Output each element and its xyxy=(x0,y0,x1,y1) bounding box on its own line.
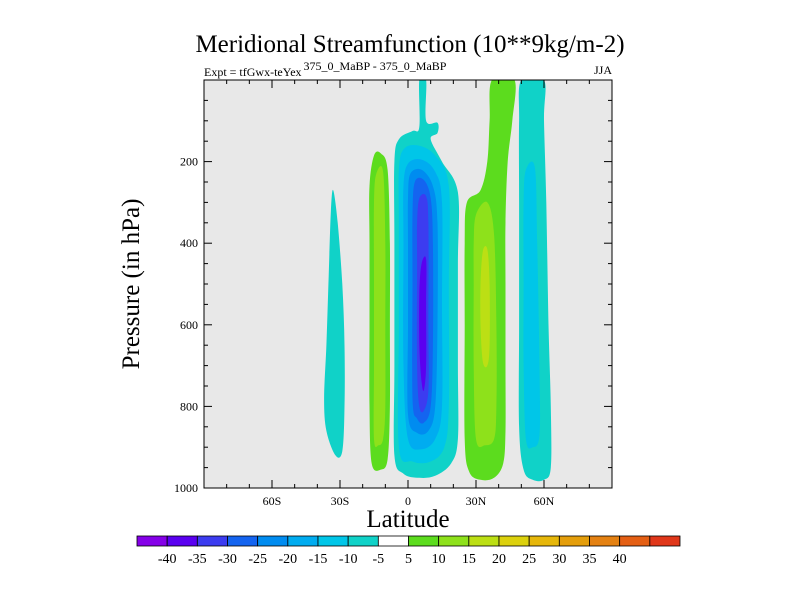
y-tick-label: 400 xyxy=(180,236,198,250)
x-axis: 60S 30S 0 30N 60N xyxy=(263,80,555,508)
colorbar-box xyxy=(468,535,500,547)
x-tick-label: 60N xyxy=(534,494,555,508)
x-tick-label: 30N xyxy=(466,494,487,508)
colorbar-box xyxy=(528,535,560,547)
y-tick-label: 1000 xyxy=(174,481,198,495)
colorbar: -40 -35 -30 -25 -20 -15 -10 -5 5 10 15 20 25 30 35 40 xyxy=(136,535,681,567)
colorbar-box xyxy=(227,535,259,547)
contour-cell-weak-negative-cell-35s xyxy=(324,189,345,458)
plot-area: 60S 30S 0 30N 60N 200 400 600 800 1000 xyxy=(174,79,613,508)
colorbar-box xyxy=(438,535,470,547)
colorbar-box xyxy=(257,535,289,547)
minor-ticks xyxy=(203,80,613,488)
colorbar-label: 25 xyxy=(522,552,536,567)
contour-fill-layer xyxy=(324,80,552,482)
contour-cell-strong-negative-cell-5n xyxy=(393,80,460,478)
colorbar-label: 30 xyxy=(552,552,566,567)
x-tick-label: 0 xyxy=(405,494,411,508)
y-tick-label: 600 xyxy=(180,318,198,332)
colorbar-box xyxy=(408,535,440,547)
contour-level-10-cell-2 xyxy=(373,165,386,448)
contour-level-neg10-cell-5 xyxy=(523,161,541,449)
colorbar-label: -25 xyxy=(248,552,267,567)
colorbar-box xyxy=(347,535,379,547)
contour-cell-negative-cell-60n xyxy=(518,80,552,482)
chart-subtitle-left: Expt = tfGwx-teYex 375_0_MaBP - 375_0_MaB… xyxy=(204,59,447,79)
colorbar-label: 20 xyxy=(492,552,506,567)
colorbar-label: -20 xyxy=(278,552,297,567)
colorbar-label: -30 xyxy=(218,552,237,567)
colorbar-box xyxy=(166,535,198,547)
colorbar-box xyxy=(196,535,228,547)
colorbar-label: -35 xyxy=(188,552,207,567)
colorbar-label: 10 xyxy=(432,552,446,567)
colorbar-box xyxy=(589,535,621,547)
x-axis-title: Latitude xyxy=(366,506,449,533)
y-tick-label: 800 xyxy=(180,399,198,413)
chart-subtitle-season: JJA xyxy=(594,63,612,77)
contour-cell-positive-cell-15s xyxy=(369,151,391,471)
colorbar-box xyxy=(498,535,530,547)
contour-level-15-cell-4 xyxy=(480,246,490,368)
colorbar-label: 5 xyxy=(405,552,412,567)
y-tick-label: 200 xyxy=(180,155,198,169)
colorbar-label: -40 xyxy=(158,552,177,567)
contour-level-neg35-cell-3 xyxy=(419,256,427,392)
chart-title: Meridional Streamfunction (10**9kg/m-2) xyxy=(195,31,624,58)
colorbar-label: 15 xyxy=(462,552,476,567)
colorbar-label: 35 xyxy=(583,552,597,567)
colorbar-label: -15 xyxy=(309,552,328,567)
chart-subtitle-expt: Expt = tfGwx-teYex xyxy=(204,65,302,79)
colorbar-box xyxy=(377,535,409,547)
colorbar-label: -5 xyxy=(372,552,384,567)
y-axis-title: Pressure (in hPa) xyxy=(118,199,145,370)
colorbar-box xyxy=(558,535,590,547)
x-tick-label: 60S xyxy=(263,494,282,508)
colorbar-box xyxy=(317,535,349,547)
y-axis: 200 400 600 800 1000 xyxy=(174,155,612,495)
colorbar-box xyxy=(649,535,681,547)
chart-subtitle-sup: 375_0_MaBP - 375_0_MaBP xyxy=(304,59,447,73)
colorbar-box xyxy=(287,535,319,547)
colorbar-label: 40 xyxy=(613,552,627,567)
colorbar-box xyxy=(136,535,168,547)
contour-level-neg5-cell-1 xyxy=(324,189,345,458)
x-tick-label: 30S xyxy=(331,494,350,508)
colorbar-box xyxy=(619,535,651,547)
contour-cell-positive-cell-35n xyxy=(464,80,516,481)
colorbar-label: -10 xyxy=(339,552,358,567)
